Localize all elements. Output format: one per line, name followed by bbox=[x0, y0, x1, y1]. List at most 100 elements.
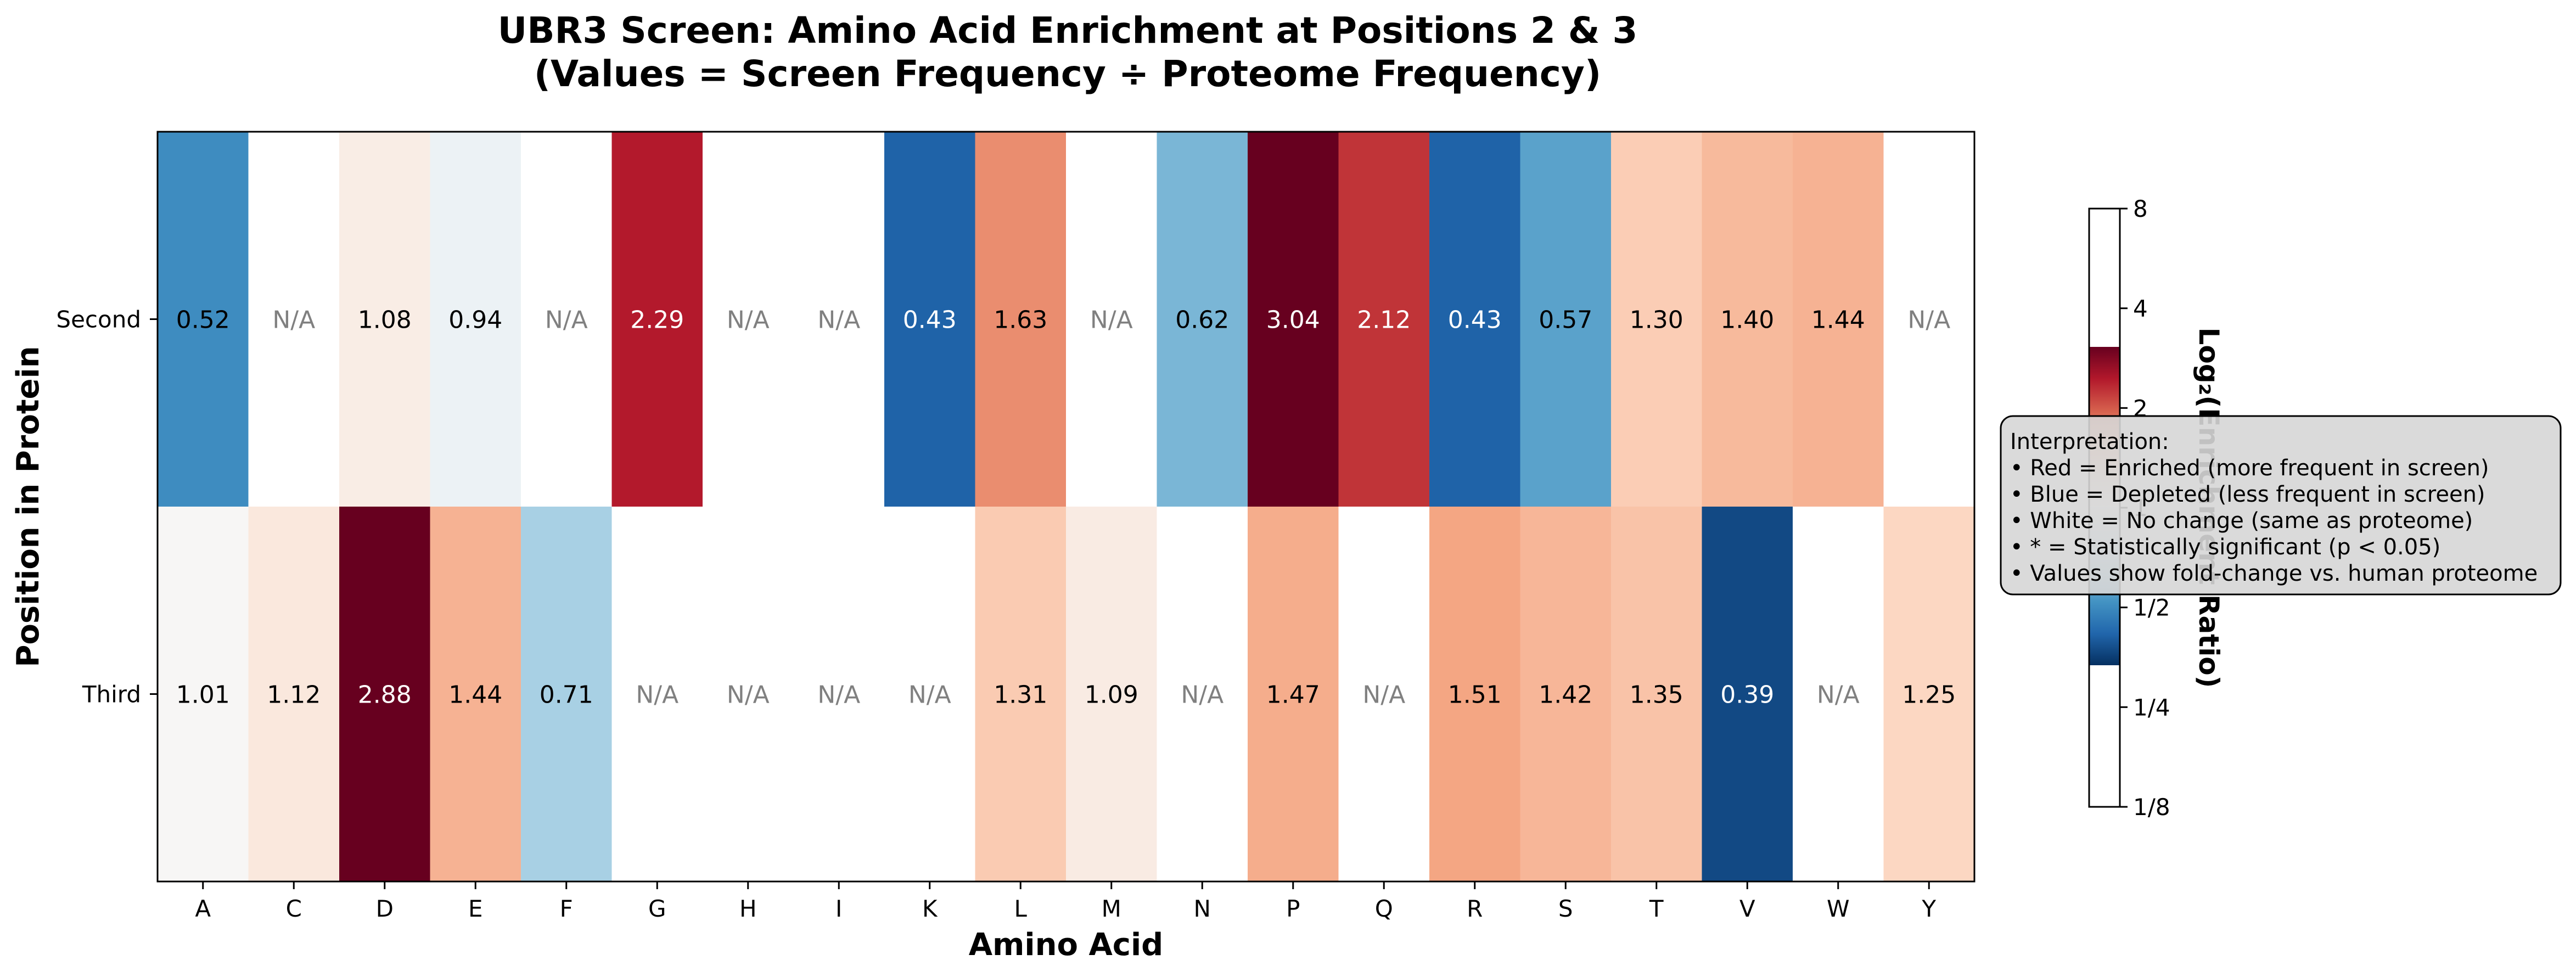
cell-value-label: 2.12 bbox=[1357, 306, 1411, 334]
heatmap-cell bbox=[1066, 507, 1158, 882]
heatmap-cell bbox=[1248, 507, 1339, 882]
cell-value-label: 1.40 bbox=[1720, 306, 1774, 334]
heatmap-cell bbox=[521, 507, 613, 882]
x-axis-label: Amino Acid bbox=[969, 927, 1164, 963]
heatmap-cell bbox=[703, 132, 794, 507]
heatmap-cell bbox=[158, 507, 249, 882]
cell-value-label: 0.57 bbox=[1539, 306, 1592, 334]
cell-value-label: 0.39 bbox=[1720, 681, 1774, 709]
x-tick-label: Q bbox=[1375, 895, 1393, 922]
legend-line: • Values show fold-change vs. human prot… bbox=[2010, 561, 2538, 586]
legend-line: • * = Statistically significant (p < 0.0… bbox=[2010, 535, 2440, 560]
cell-value-label: N/A bbox=[1907, 306, 1950, 334]
y-axis-label: Position in Protein bbox=[10, 346, 46, 667]
chart-title-line-2: (Values = Screen Frequency ÷ Proteome Fr… bbox=[534, 53, 1601, 95]
cell-value-label: N/A bbox=[1181, 681, 1224, 709]
x-tick-label: H bbox=[739, 895, 757, 922]
heatmap-cell bbox=[793, 132, 885, 507]
x-tick-label: C bbox=[286, 895, 302, 922]
cell-value-label: N/A bbox=[727, 306, 770, 334]
legend-line: • White = No change (same as proteome) bbox=[2010, 508, 2473, 534]
heatmap-cell bbox=[1338, 132, 1430, 507]
cell-value-label: N/A bbox=[1090, 306, 1133, 334]
cell-value-label: 1.63 bbox=[994, 306, 1047, 334]
heatmap-cell bbox=[1793, 132, 1884, 507]
cell-value-label: N/A bbox=[636, 681, 678, 709]
heatmap-cell bbox=[1520, 507, 1612, 882]
cell-value-label: 1.44 bbox=[448, 681, 502, 709]
chart-title-line-1: UBR3 Screen: Amino Acid Enrichment at Po… bbox=[498, 9, 1638, 52]
cell-value-label: 1.08 bbox=[358, 306, 412, 334]
cell-value-label: 1.12 bbox=[267, 681, 321, 709]
heatmap-cell bbox=[1429, 132, 1521, 507]
x-tick-label: W bbox=[1827, 895, 1850, 922]
x-tick-label: E bbox=[468, 895, 483, 922]
x-tick-label: D bbox=[376, 895, 394, 922]
heatmap-cell bbox=[1520, 132, 1612, 507]
legend-line: • Blue = Depleted (less frequent in scre… bbox=[2010, 482, 2485, 507]
y-axis-ticks: Second Third bbox=[56, 306, 158, 708]
heatmap-cell bbox=[430, 507, 521, 882]
colorbar-tick-label: 1/2 bbox=[2133, 594, 2170, 621]
x-tick-label: I bbox=[835, 895, 842, 922]
cell-value-label: 2.88 bbox=[358, 681, 412, 709]
colorbar-tick-label: 1/4 bbox=[2133, 694, 2170, 721]
heatmap-cell bbox=[158, 132, 249, 507]
heatmap-cell bbox=[1429, 507, 1521, 882]
cell-value-label: 0.71 bbox=[540, 681, 593, 709]
cell-value-label: N/A bbox=[1362, 681, 1405, 709]
heatmap-cell bbox=[975, 507, 1067, 882]
cell-value-label: 0.52 bbox=[176, 306, 230, 334]
heatmap-cell bbox=[339, 507, 431, 882]
x-tick-label: V bbox=[1739, 895, 1755, 922]
cell-value-label: 1.47 bbox=[1266, 681, 1320, 709]
heatmap-cell bbox=[1157, 132, 1248, 507]
colorbar-white-bottom bbox=[2089, 665, 2120, 807]
cell-value-label: 2.29 bbox=[630, 306, 684, 334]
cell-value-label: 0.62 bbox=[1175, 306, 1229, 334]
x-tick-label: Y bbox=[1921, 895, 1936, 922]
colorbar-tick-label: 1/8 bbox=[2133, 794, 2170, 821]
heatmap-cell bbox=[1883, 132, 1975, 507]
cell-value-label: 0.43 bbox=[903, 306, 957, 334]
x-tick-label: R bbox=[1467, 895, 1483, 922]
heatmap-cell bbox=[703, 507, 794, 882]
cell-value-label: N/A bbox=[817, 306, 860, 334]
heatmap-cell bbox=[1702, 132, 1793, 507]
colorbar-white-top bbox=[2089, 209, 2120, 347]
x-tick-label: F bbox=[560, 895, 573, 922]
heatmap-cell bbox=[611, 507, 703, 882]
heatmap-cell bbox=[793, 507, 885, 882]
x-tick-label: N bbox=[1194, 895, 1211, 922]
cell-value-label: 1.09 bbox=[1085, 681, 1138, 709]
heatmap-cell bbox=[884, 132, 976, 507]
x-tick-label: L bbox=[1014, 895, 1028, 922]
cell-value-label: N/A bbox=[272, 306, 315, 334]
cell-value-label: 1.51 bbox=[1448, 681, 1502, 709]
cell-value-label: 1.25 bbox=[1902, 681, 1956, 709]
legend-lines: Interpretation:• Red = Enriched (more fr… bbox=[2010, 429, 2538, 586]
x-tick-label: M bbox=[1102, 895, 1121, 922]
heatmap-cell bbox=[1611, 132, 1703, 507]
heatmap-cell bbox=[248, 507, 340, 882]
colorbar-tick-label: 8 bbox=[2133, 195, 2148, 222]
y-tick-label: Second bbox=[56, 306, 141, 333]
x-tick-label: S bbox=[1558, 895, 1573, 922]
heatmap-cell bbox=[1066, 132, 1158, 507]
cell-value-label: 0.94 bbox=[448, 306, 502, 334]
heatmap-cell bbox=[339, 132, 431, 507]
cell-value-label: 1.42 bbox=[1539, 681, 1592, 709]
plot-frame bbox=[156, 131, 1976, 883]
heatmap-cell bbox=[1338, 507, 1430, 882]
cell-value-label: 1.35 bbox=[1630, 681, 1683, 709]
heatmap-cell bbox=[1793, 507, 1884, 882]
legend-box bbox=[2000, 415, 2562, 596]
cell-value-label: N/A bbox=[908, 681, 951, 709]
heatmap-cell bbox=[884, 507, 976, 882]
heatmap-cell bbox=[1248, 132, 1339, 507]
cell-value-label: N/A bbox=[817, 681, 860, 709]
cell-value-label: N/A bbox=[545, 306, 588, 334]
heatmap-cell bbox=[611, 132, 703, 507]
